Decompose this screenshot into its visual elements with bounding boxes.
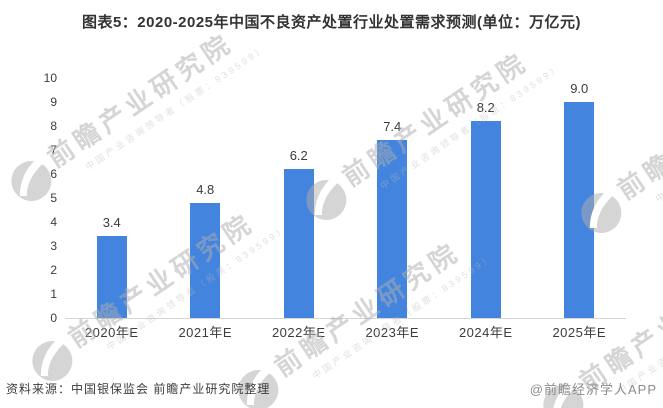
bar-value-label: 7.4: [383, 119, 402, 135]
bar: [96, 236, 127, 318]
x-category-label: 2022年E: [271, 325, 326, 340]
y-tick-label: 10: [43, 71, 57, 85]
bar-value-label: 3.4: [102, 215, 121, 231]
y-tick-label: 9: [50, 95, 57, 109]
bar: [283, 169, 314, 318]
bar: [377, 140, 408, 318]
y-tick-label: 7: [50, 143, 57, 157]
y-tick-label: 8: [50, 119, 57, 133]
bar-value-label: 4.8: [196, 181, 215, 197]
bar: [190, 202, 221, 318]
source-note: 资料来源：中国银保监会 前瞻产业研究院整理: [6, 382, 271, 396]
bar-value-label: 8.2: [476, 100, 495, 116]
y-tick-label: 3: [50, 239, 57, 253]
chart-title: 图表5：2020-2025年中国不良资产处置行业处置需求预测(单位：万亿元): [81, 14, 582, 31]
bar: [564, 102, 595, 318]
x-category-label: 2023年E: [365, 325, 420, 340]
x-category-label: 2025年E: [552, 325, 607, 340]
x-category-label: 2020年E: [84, 325, 139, 340]
bar: [470, 121, 501, 318]
x-category-label: 2024年E: [458, 325, 513, 340]
y-tick-label: 2: [50, 263, 57, 277]
y-tick-label: 0: [50, 311, 57, 325]
bar-value-label: 9.0: [570, 81, 589, 96]
credit-note: @前瞻经济学人APP: [529, 382, 657, 397]
y-tick-label: 4: [50, 215, 57, 229]
x-category-label: 2021年E: [178, 325, 233, 340]
bar-value-label: 6.2: [289, 148, 308, 164]
x-axis-line: [65, 318, 626, 319]
y-tick-label: 1: [50, 287, 57, 301]
y-tick-label: 5: [50, 191, 57, 205]
y-tick-label: 6: [50, 167, 57, 181]
